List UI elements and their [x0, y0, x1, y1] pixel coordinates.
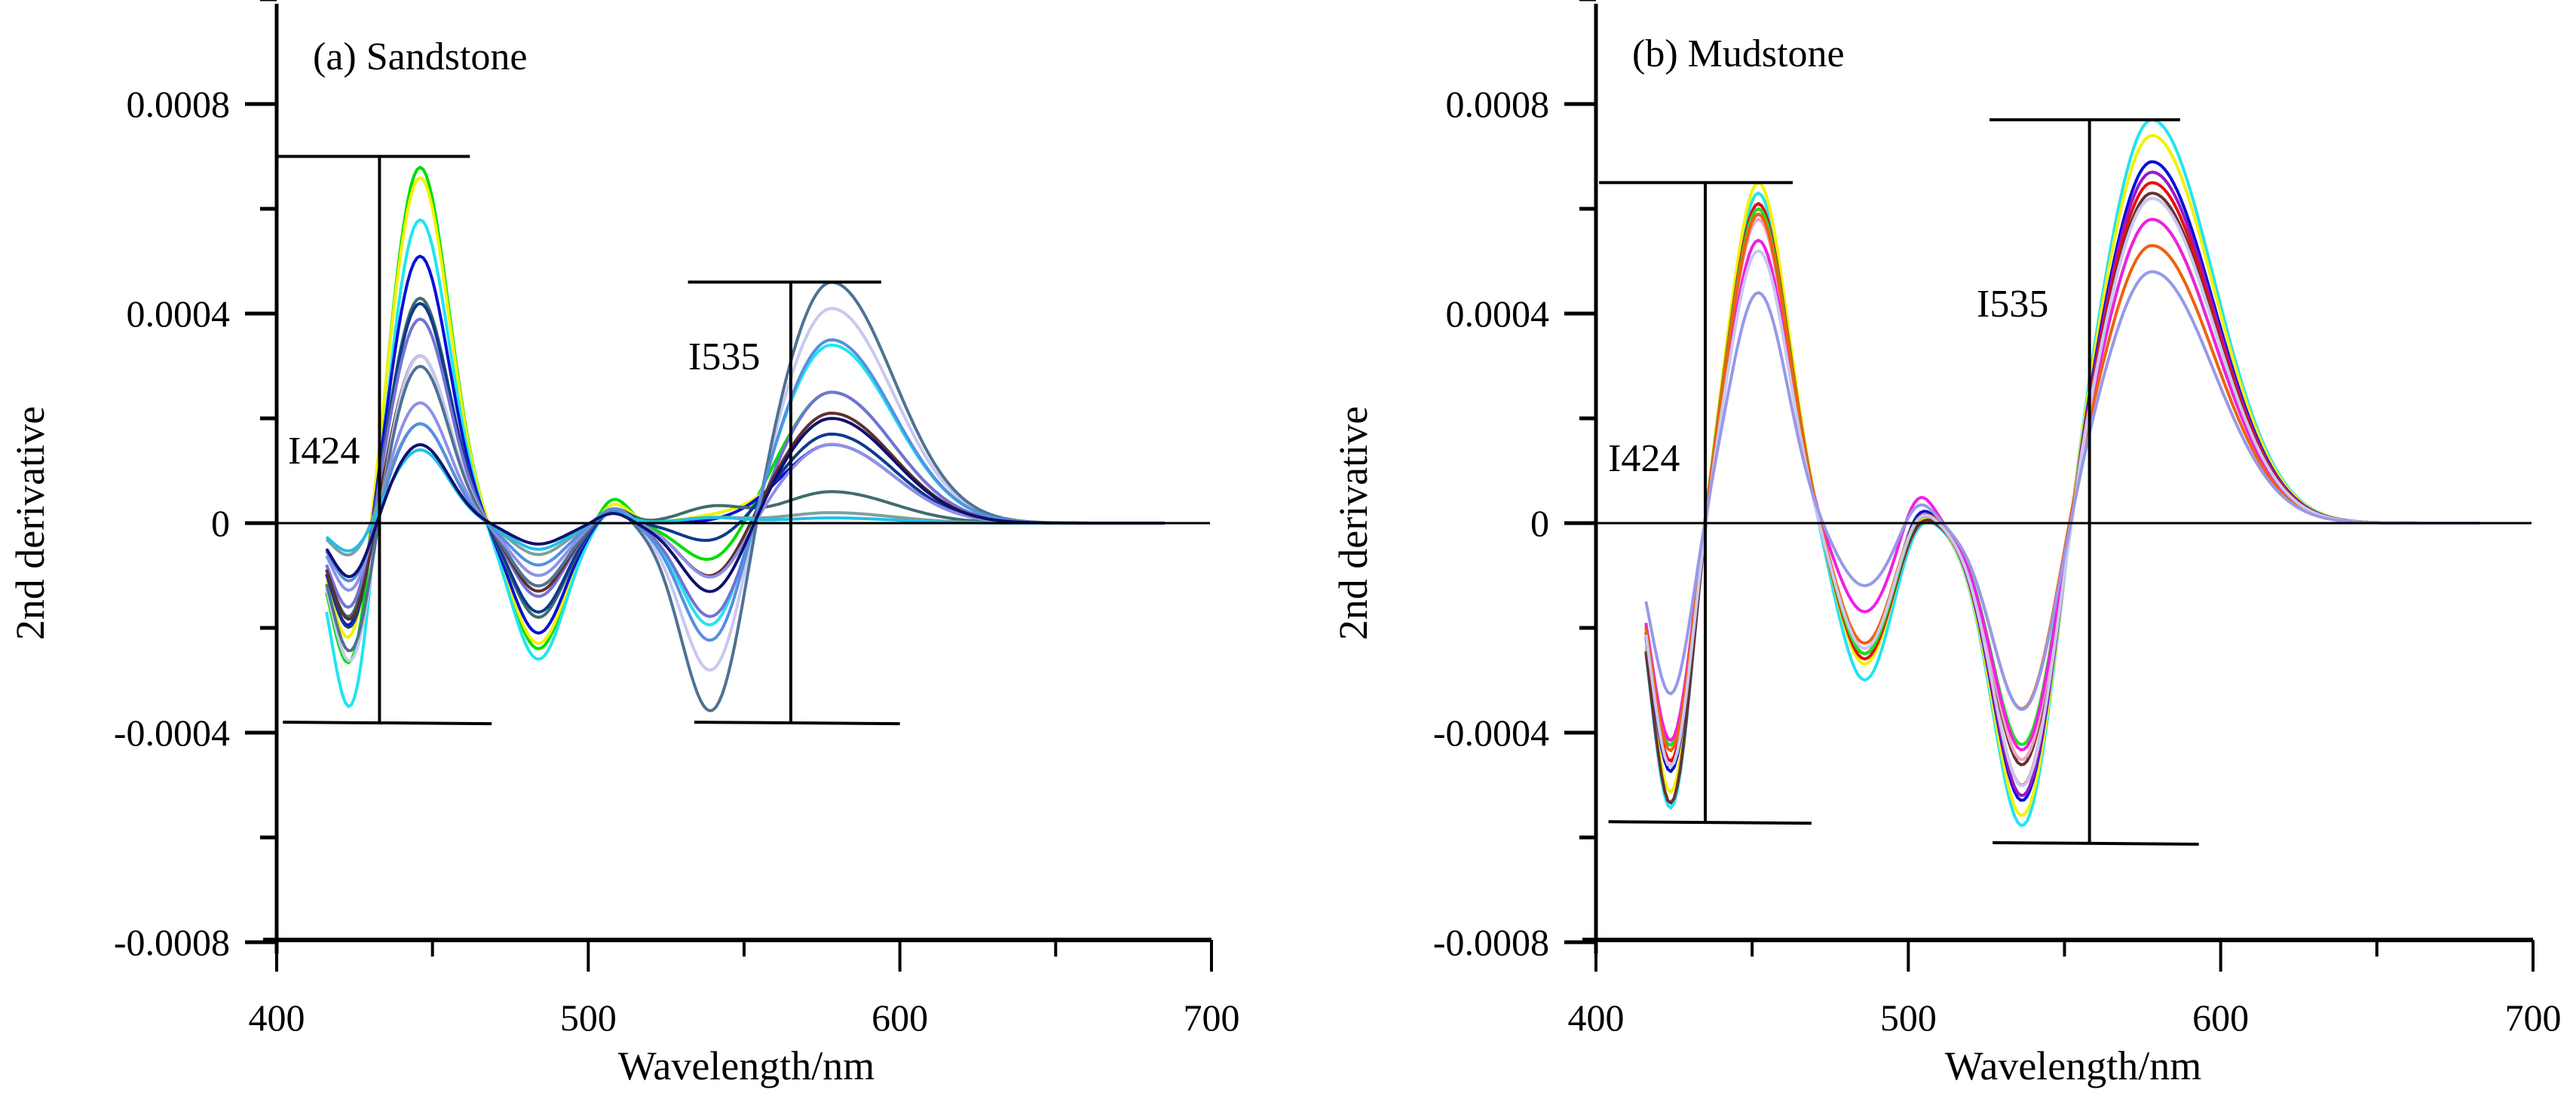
- y-axis-title-sandstone: 2nd derivative: [8, 406, 53, 640]
- x-tick-label: 500: [560, 996, 617, 1039]
- annotation-bottom-bar: [1992, 840, 2199, 846]
- sandstone-annotations: I424 I535: [277, 155, 900, 726]
- x-tick-label: 600: [2192, 996, 2249, 1039]
- y-tick-label: -0.0004: [1433, 712, 1549, 754]
- annotation-label-i424: I424: [1608, 437, 1680, 480]
- annotation-label-i535: I535: [688, 335, 760, 378]
- series-line-m11: [1644, 197, 2480, 788]
- mudstone-curves: [1644, 118, 2480, 827]
- panel-title-mudstone: (b) Mudstone: [1632, 32, 1845, 75]
- sandstone-axes: 0.0008 0.0004 0 -0.0004 -0.0008 400 500 600 700: [114, 0, 1240, 1039]
- series-line-m12: [1644, 270, 2480, 712]
- y-tick-label: 0.0008: [1446, 83, 1550, 125]
- annotation-bottom-bar: [694, 721, 900, 726]
- series-line-m8: [1644, 207, 2480, 747]
- y-tick-label: 0.0008: [127, 83, 231, 125]
- y-tick-label: 0.0004: [1446, 292, 1550, 335]
- y-tick-label: 0: [211, 502, 230, 544]
- x-axis-title-mudstone: Wavelength/nm: [1945, 1043, 2202, 1088]
- mudstone-axes: 0.0008 0.0004 0 -0.0004 -0.0008 400 500 600 700: [1433, 0, 2562, 1039]
- series-line-m1: [1644, 118, 2480, 827]
- y-tick-label: 0.0004: [127, 292, 231, 335]
- series-line-m9: [1644, 218, 2480, 752]
- sandstone-curves: [325, 165, 1165, 712]
- annotation-label-i535: I535: [1977, 283, 2048, 326]
- x-tick-label: 700: [1184, 996, 1240, 1039]
- x-tick-label: 400: [249, 996, 305, 1039]
- x-tick-label: 700: [2505, 996, 2562, 1039]
- annotation-label-i424: I424: [288, 430, 360, 473]
- y-tick-label: -0.0004: [114, 712, 230, 754]
- y-tick-label: -0.0008: [1433, 921, 1549, 963]
- x-axis-title-sandstone: Wavelength/nm: [618, 1043, 875, 1088]
- panel-title-sandstone: (a) Sandstone: [313, 35, 527, 78]
- y-axis-title-mudstone: 2nd derivative: [1331, 406, 1376, 640]
- y-tick-label: -0.0008: [114, 921, 230, 963]
- series-line-m3: [1644, 160, 2480, 802]
- annotation-bottom-bar: [1608, 820, 1812, 825]
- x-tick-label: 500: [1880, 996, 1937, 1039]
- annotation-bottom-bar: [283, 721, 492, 726]
- x-tick-label: 400: [1568, 996, 1625, 1039]
- mudstone-annotations: I424 I535: [1599, 118, 2199, 846]
- series-line-m6: [1644, 191, 2480, 805]
- y-tick-label: 0: [1530, 502, 1549, 544]
- series-line-m10: [1644, 213, 2480, 752]
- x-tick-label: 600: [871, 996, 928, 1039]
